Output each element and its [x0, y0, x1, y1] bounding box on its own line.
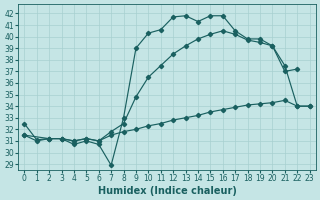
X-axis label: Humidex (Indice chaleur): Humidex (Indice chaleur) — [98, 186, 236, 196]
